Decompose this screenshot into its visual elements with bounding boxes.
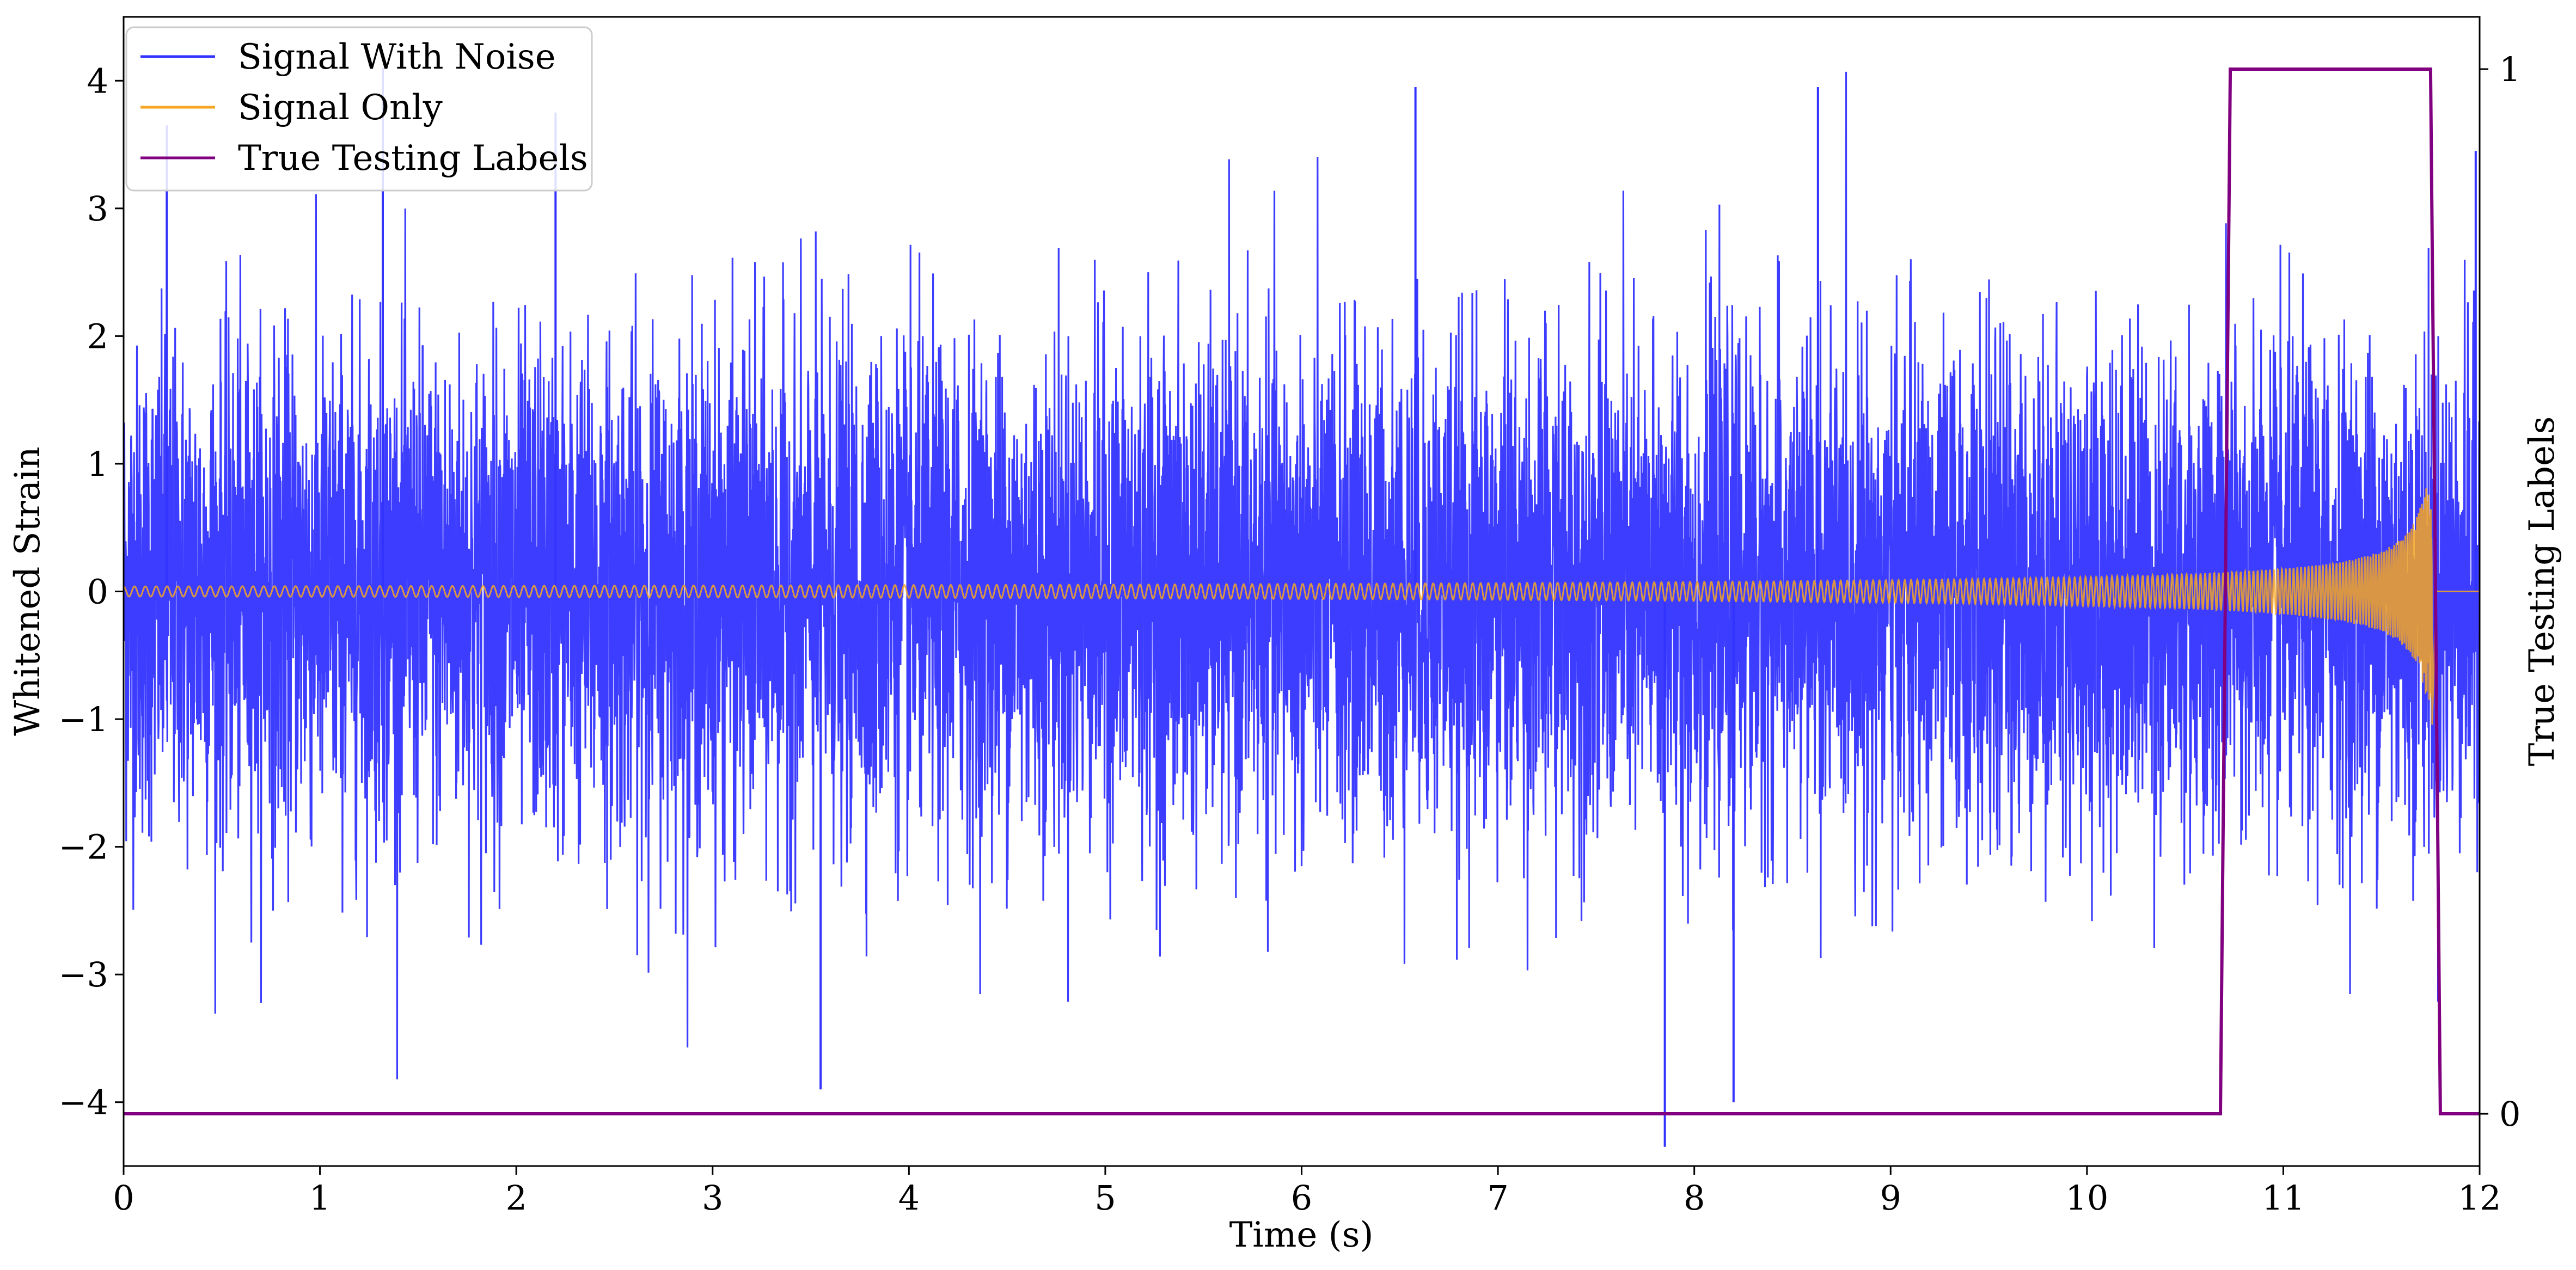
- series-true-testing-labels: [124, 68, 2480, 1115]
- x-tick-label: 12: [2458, 1178, 2501, 1218]
- legend-label-true-testing-labels: True Testing Labels: [238, 138, 588, 179]
- x-tick-label: 1: [309, 1178, 331, 1218]
- y-axis-right: 10: [2480, 50, 2520, 1134]
- series-signal-with-noise: [124, 71, 2480, 1079]
- series-signal-only: [124, 488, 2480, 725]
- y-tick-label: −4: [59, 1083, 108, 1122]
- x-axis: 0 1 2 3 4 5 6 7 8 9 10 11 12: [113, 1166, 2501, 1218]
- legend: Signal With Noise Signal Only True Testi…: [125, 26, 593, 192]
- x-tick-label: 7: [1487, 1178, 1508, 1218]
- x-tick-label: 8: [1684, 1178, 1705, 1218]
- y-tick-label: 2: [87, 316, 108, 356]
- y2-tick-label: 1: [2499, 50, 2520, 89]
- y-tick-label: −2: [59, 827, 108, 867]
- y-axis-label: Whitened Strain: [8, 446, 48, 735]
- y2-axis-label: True Testing Labels: [2522, 416, 2562, 766]
- y-tick-label: 3: [87, 189, 108, 229]
- y-tick-label: −1: [59, 700, 108, 739]
- x-tick-label: 0: [113, 1178, 134, 1218]
- x-axis-label: Time (s): [1229, 1215, 1374, 1255]
- series-signal-with-noise-spikes: [166, 68, 2477, 1147]
- y-axis-left: 4 3 2 1 0 −1 −2 −3 −4: [59, 61, 124, 1122]
- x-tick-label: 3: [702, 1178, 723, 1218]
- legend-label-signal-only: Signal Only: [238, 88, 443, 128]
- x-tick-label: 9: [1880, 1178, 1901, 1218]
- legend-box: [125, 26, 593, 192]
- y-tick-label: −3: [59, 955, 108, 995]
- x-tick-label: 4: [898, 1178, 920, 1218]
- legend-label-signal-with-noise: Signal With Noise: [238, 37, 556, 77]
- y2-tick-label: 0: [2499, 1094, 2520, 1134]
- x-tick-label: 11: [2262, 1178, 2305, 1218]
- x-tick-label: 6: [1291, 1178, 1312, 1218]
- series-layer: [124, 68, 2480, 1147]
- y-tick-label: 4: [87, 61, 108, 101]
- x-tick-label: 5: [1094, 1178, 1116, 1218]
- y-tick-label: 1: [87, 444, 108, 484]
- x-tick-label: 2: [505, 1178, 527, 1218]
- y-tick-label: 0: [87, 572, 108, 612]
- x-tick-label: 10: [2065, 1178, 2108, 1218]
